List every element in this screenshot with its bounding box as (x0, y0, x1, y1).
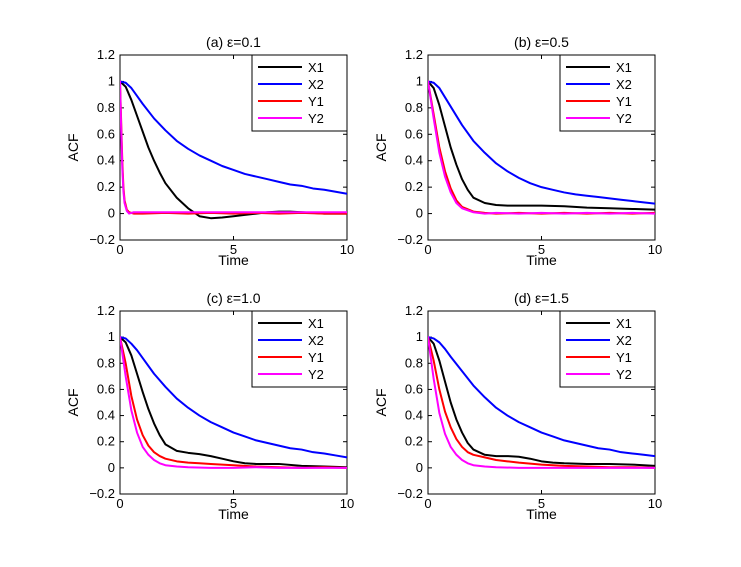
legend-label-y1: Y1 (308, 350, 324, 365)
y-axis-label: ACF (373, 389, 389, 417)
x-tick-label: 0 (116, 242, 123, 257)
x-tick-label: 0 (424, 242, 431, 257)
y-tick-label: 1.2 (405, 303, 423, 318)
series-line-x1 (428, 80, 655, 211)
series-line-x2 (120, 336, 347, 459)
y-axis-label: ACF (65, 389, 81, 417)
y-tick-label: 1 (108, 73, 115, 88)
legend: X1 X2 Y1 Y2 (559, 310, 656, 388)
legend-label-y2: Y2 (616, 367, 632, 382)
legend-label-y1: Y1 (616, 94, 632, 109)
x-tick-label: 5 (230, 242, 237, 257)
x-tick-label: 5 (230, 496, 237, 511)
series-line-y2 (120, 336, 347, 469)
legend-label-y2: Y2 (616, 111, 632, 126)
y-tick-label: −0.2 (397, 486, 423, 501)
y-tick-label: 1.2 (97, 303, 115, 318)
y-tick-label: 0.8 (97, 100, 115, 115)
x-tick-label: 10 (340, 242, 354, 257)
y-tick-label: 1.2 (405, 47, 423, 62)
x-axis-label: Time (218, 252, 249, 268)
y-tick-label: 0.4 (405, 408, 423, 423)
legend-label-x2: X2 (308, 77, 324, 92)
y-tick-label: 0.2 (97, 179, 115, 194)
y-tick-label: 1.2 (97, 47, 115, 62)
y-tick-label: 0 (108, 460, 115, 475)
series-line-y1 (428, 336, 655, 469)
chart-title: (c) ε=1.0 (206, 290, 260, 306)
legend-label-x2: X2 (616, 333, 632, 348)
legend: X1 X2 Y1 Y2 (251, 310, 348, 388)
y-tick-label: 0.6 (405, 381, 423, 396)
legend-label-x1: X1 (616, 316, 632, 331)
series-line-x2 (120, 80, 347, 195)
series-line-y2 (428, 80, 655, 215)
x-tick-label: 10 (340, 496, 354, 511)
series-line-x1 (428, 336, 655, 467)
series-line-x2 (428, 336, 655, 458)
legend-label-y2: Y2 (308, 111, 324, 126)
x-axis-label: Time (218, 506, 249, 522)
legend-label-y1: Y1 (308, 94, 324, 109)
y-tick-label: 0.4 (97, 153, 115, 168)
y-tick-label: 0.8 (97, 355, 115, 370)
y-tick-label: 0 (416, 206, 423, 221)
legend-label-x1: X1 (308, 60, 324, 75)
chart-panel-3: −0.200.20.40.60.811.20 5 10(c) ε=1.0TimeAC… (65, 290, 354, 522)
legend-label-y1: Y1 (616, 350, 632, 365)
y-tick-label: 0.6 (405, 126, 423, 141)
series-line-x2 (428, 80, 655, 205)
x-axis-label: Time (526, 506, 557, 522)
legend-label-x2: X2 (616, 77, 632, 92)
y-tick-label: 0.6 (97, 126, 115, 141)
chart-panel-2: −0.200.20.40.60.811.20 5 10(b) ε=0.5TimeAC… (373, 34, 662, 268)
y-tick-label: 0.6 (97, 381, 115, 396)
x-tick-label: 5 (538, 496, 545, 511)
y-tick-label: 0.4 (405, 153, 423, 168)
legend: X1 X2 Y1 Y2 (559, 54, 656, 132)
y-tick-label: −0.2 (89, 486, 115, 501)
legend: X1 X2 Y1 Y2 (251, 54, 348, 132)
y-tick-label: 0.2 (405, 434, 423, 449)
chart-panel-1: −0.200.20.40.60.811.20 5 10(a) ε=0.1TimeAC… (65, 34, 354, 268)
y-tick-label: 1 (108, 329, 115, 344)
y-tick-label: 1 (416, 329, 423, 344)
y-tick-label: 0.4 (97, 408, 115, 423)
legend-label-y2: Y2 (308, 367, 324, 382)
y-tick-label: 1 (416, 73, 423, 88)
x-tick-label: 5 (538, 242, 545, 257)
y-tick-label: 0.8 (405, 355, 423, 370)
series-line-y2 (120, 80, 347, 215)
x-axis-label: Time (526, 252, 557, 268)
y-tick-label: −0.2 (89, 232, 115, 247)
x-tick-label: 10 (648, 242, 662, 257)
chart-panel-4: −0.200.20.40.60.811.20 5 10(d) ε=1.5TimeAC… (373, 290, 662, 522)
y-axis-label: ACF (65, 134, 81, 162)
y-tick-label: 0.8 (405, 100, 423, 115)
y-axis-label: ACF (373, 134, 389, 162)
legend-label-x1: X1 (616, 60, 632, 75)
y-tick-label: 0 (416, 460, 423, 475)
x-tick-label: 0 (116, 496, 123, 511)
series-line-y2 (428, 336, 655, 469)
legend-label-x2: X2 (308, 333, 324, 348)
chart-title: (a) ε=0.1 (206, 34, 261, 50)
y-tick-label: 0 (108, 206, 115, 221)
y-tick-label: −0.2 (397, 232, 423, 247)
y-tick-label: 0.2 (405, 179, 423, 194)
x-tick-label: 0 (424, 496, 431, 511)
y-tick-label: 0.2 (97, 434, 115, 449)
x-tick-label: 10 (648, 496, 662, 511)
legend-label-x1: X1 (308, 316, 324, 331)
chart-title: (d) ε=1.5 (514, 290, 569, 306)
chart-title: (b) ε=0.5 (514, 34, 569, 50)
series-line-x1 (120, 336, 347, 469)
